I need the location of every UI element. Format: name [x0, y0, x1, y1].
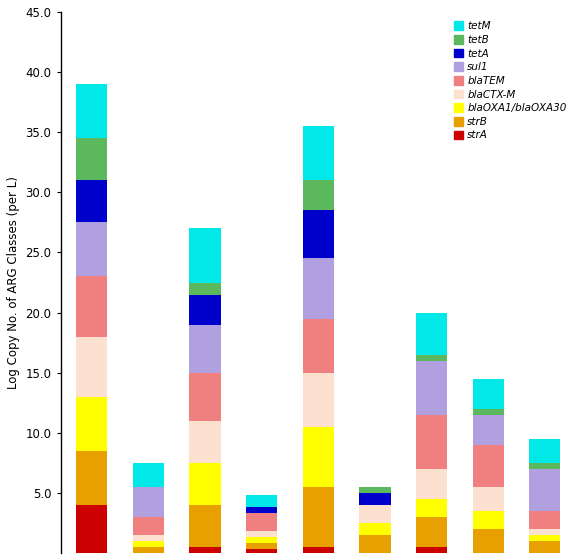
- Bar: [416, 312, 447, 354]
- Bar: [76, 84, 107, 138]
- Bar: [189, 228, 220, 282]
- Bar: [133, 541, 164, 547]
- Bar: [359, 535, 391, 553]
- Bar: [76, 180, 107, 222]
- Bar: [189, 282, 220, 295]
- Legend: tetM, tetB, tetA, sul1, blaTEM, blaCTX-M, blaOXA1/blaOXA30, strB, strA: tetM, tetB, tetA, sul1, blaTEM, blaCTX-M…: [449, 17, 571, 144]
- Bar: [303, 211, 334, 259]
- Bar: [303, 547, 334, 553]
- Bar: [473, 409, 504, 415]
- Bar: [76, 451, 107, 505]
- Bar: [416, 547, 447, 553]
- Bar: [303, 180, 334, 211]
- Bar: [246, 507, 278, 514]
- Bar: [133, 463, 164, 487]
- Bar: [473, 511, 504, 529]
- Bar: [189, 325, 220, 373]
- Bar: [473, 415, 504, 445]
- Y-axis label: Log Copy No. of ARG Classes (per L): Log Copy No. of ARG Classes (per L): [7, 176, 20, 389]
- Bar: [473, 445, 504, 487]
- Bar: [303, 126, 334, 180]
- Bar: [76, 222, 107, 277]
- Bar: [473, 379, 504, 409]
- Bar: [246, 531, 278, 538]
- Bar: [359, 493, 391, 505]
- Bar: [133, 487, 164, 517]
- Bar: [359, 487, 391, 493]
- Bar: [246, 549, 278, 553]
- Bar: [359, 523, 391, 535]
- Bar: [76, 505, 107, 553]
- Bar: [529, 439, 560, 463]
- Bar: [76, 277, 107, 337]
- Bar: [303, 259, 334, 319]
- Bar: [189, 295, 220, 325]
- Bar: [529, 469, 560, 511]
- Bar: [473, 529, 504, 553]
- Bar: [189, 421, 220, 463]
- Bar: [303, 487, 334, 547]
- Bar: [76, 337, 107, 396]
- Bar: [189, 373, 220, 421]
- Bar: [246, 496, 278, 507]
- Bar: [529, 511, 560, 529]
- Bar: [189, 547, 220, 553]
- Bar: [133, 547, 164, 553]
- Bar: [133, 535, 164, 541]
- Bar: [529, 529, 560, 535]
- Bar: [416, 415, 447, 469]
- Bar: [303, 427, 334, 487]
- Bar: [473, 487, 504, 511]
- Bar: [529, 541, 560, 553]
- Bar: [76, 138, 107, 180]
- Bar: [76, 396, 107, 451]
- Bar: [416, 469, 447, 499]
- Bar: [416, 354, 447, 361]
- Bar: [246, 538, 278, 543]
- Bar: [416, 517, 447, 547]
- Bar: [416, 499, 447, 517]
- Bar: [303, 373, 334, 427]
- Bar: [529, 535, 560, 541]
- Bar: [529, 463, 560, 469]
- Bar: [246, 514, 278, 531]
- Bar: [133, 517, 164, 535]
- Bar: [189, 463, 220, 505]
- Bar: [246, 543, 278, 549]
- Bar: [189, 505, 220, 547]
- Bar: [359, 505, 391, 523]
- Bar: [416, 361, 447, 415]
- Bar: [303, 319, 334, 373]
